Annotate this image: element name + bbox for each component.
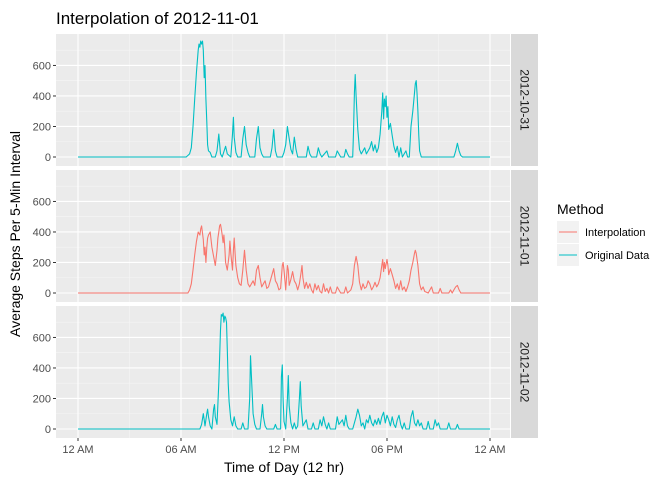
y-tick-label: 600 <box>33 196 51 208</box>
series-line-interpolation <box>78 223 490 294</box>
y-tick-label: 400 <box>33 91 51 103</box>
y-tick-label: 400 <box>33 227 51 239</box>
y-tick-label: 200 <box>33 257 51 269</box>
panel-2012-11-02: 0 200 400 600 2012-11-02 <box>33 306 538 438</box>
y-tick-label: 0 <box>45 288 51 300</box>
y-tick-label: 0 <box>45 424 51 436</box>
x-axis: 12 AM 06 AM 12 PM 06 PM 12 AM <box>62 438 506 456</box>
facet-strip-label: 2012-11-01 <box>518 206 532 267</box>
chart-title: Interpolation of 2012-11-01 <box>56 9 259 28</box>
panel-2012-10-31: 0 200 400 600 2012-10-31 <box>33 34 538 166</box>
y-tick-label: 0 <box>45 152 51 164</box>
y-tick-label: 600 <box>33 60 51 72</box>
x-tick-label: 12 AM <box>62 444 93 456</box>
legend-entries: Interpolation Original Data <box>557 221 650 266</box>
legend-label: Interpolation <box>585 227 646 239</box>
facet-strip <box>511 306 538 438</box>
y-tick-label: 200 <box>33 121 51 133</box>
facet-strip-label: 2012-10-31 <box>518 69 532 131</box>
x-axis-label: Time of Day (12 hr) <box>224 459 344 475</box>
y-tick-label: 600 <box>33 332 51 344</box>
legend: Method Interpolation Original Data <box>557 201 650 266</box>
facet-strip <box>511 170 538 302</box>
y-tick-label: 200 <box>33 393 51 405</box>
panel-background <box>56 34 510 166</box>
facet-strip-label: 2012-11-02 <box>518 342 532 403</box>
x-tick-label: 06 PM <box>371 444 403 456</box>
x-tick-label: 12 AM <box>474 444 505 456</box>
facet-strip <box>511 34 538 166</box>
y-tick-label: 400 <box>33 363 51 375</box>
y-axis-label: Average Steps Per 5-Min Interval <box>7 131 23 337</box>
legend-label: Original Data <box>585 250 650 262</box>
series-line-original-data <box>78 312 490 430</box>
panel-background <box>56 170 510 302</box>
legend-title: Method <box>557 201 604 217</box>
series-line-original-data <box>78 40 490 158</box>
panels-layer: 0 200 400 600 2012-10-31 0 200 400 600 2012-11-01… <box>33 34 538 438</box>
x-tick-label: 06 AM <box>165 444 196 456</box>
panel-2012-11-01: 0 200 400 600 2012-11-01 <box>33 170 538 302</box>
x-tick-label: 12 PM <box>268 444 300 456</box>
